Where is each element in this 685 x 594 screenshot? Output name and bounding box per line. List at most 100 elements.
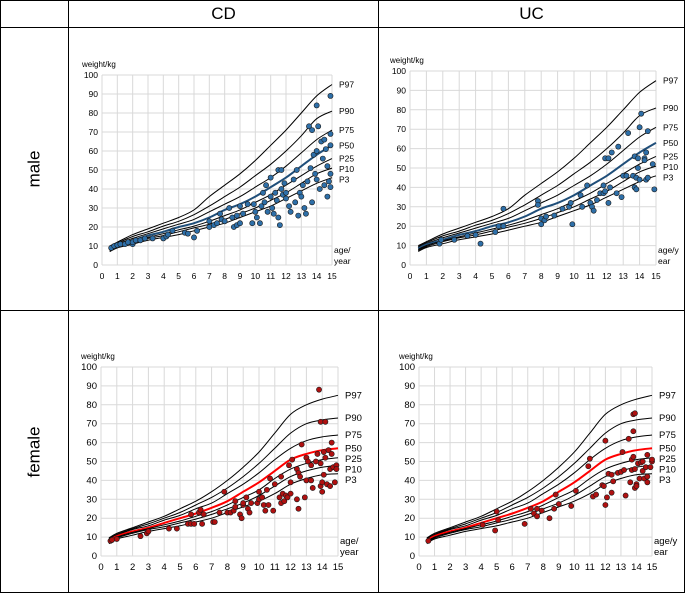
x-tick-label: 14 <box>317 562 328 573</box>
data-point <box>261 199 268 206</box>
y-tick-label: 90 <box>89 89 99 99</box>
data-point <box>317 460 324 467</box>
data-point <box>651 186 658 193</box>
x-tick-label: 5 <box>177 562 182 573</box>
data-point <box>264 208 271 215</box>
data-point <box>286 462 292 469</box>
percentile-label-p3: P3 <box>663 172 674 182</box>
data-point <box>253 214 260 221</box>
chart-svg: 0 1 2 3 4 5 6 7 8 9 10 11 12 13 14 15010203040506070809… <box>398 352 677 573</box>
y-tick-label: 80 <box>89 108 99 118</box>
x-tick-label: 3 <box>457 271 462 281</box>
x-tick-label: 10 <box>569 271 579 281</box>
data-point <box>303 210 309 217</box>
data-point <box>321 182 328 189</box>
data-point <box>306 123 312 130</box>
percentile-curve-p50 <box>417 141 657 250</box>
data-point <box>263 182 269 189</box>
data-point <box>259 494 266 501</box>
data-point <box>535 201 541 208</box>
data-point <box>310 151 317 158</box>
percentile-label-p75: P75 <box>339 125 354 135</box>
data-point <box>293 167 300 173</box>
data-point <box>191 520 198 527</box>
data-point <box>322 454 329 461</box>
y-tick-label: 70 <box>404 419 415 430</box>
data-point <box>579 203 586 210</box>
data-point <box>618 194 625 200</box>
x-axis-label: ear <box>654 547 668 558</box>
percentile-label-p25: P25 <box>663 151 678 161</box>
row-header-female: female <box>0 310 69 593</box>
data-point <box>644 451 651 458</box>
data-point <box>586 455 593 462</box>
x-axis-label: age/ <box>334 245 351 255</box>
percentile-label-p3: P3 <box>339 175 350 185</box>
percentile-label-p90: P90 <box>345 413 362 424</box>
percentile-label-p50: P50 <box>663 138 678 148</box>
y-tick-label: 50 <box>404 457 415 468</box>
data-point <box>327 131 334 137</box>
data-point <box>328 439 335 446</box>
y-tick-label: 90 <box>404 381 415 392</box>
data-point <box>551 505 558 512</box>
data-point <box>290 176 297 183</box>
percentile-label-p50: P50 <box>659 443 676 454</box>
x-tick-label: 13 <box>301 562 312 573</box>
data-point <box>287 479 294 486</box>
y-tick-label: 60 <box>86 438 97 449</box>
data-point <box>265 502 272 508</box>
percentile-label-p10: P10 <box>345 464 362 475</box>
x-tick-label: 10 <box>254 562 265 573</box>
y-axis-label: weight/kg <box>398 352 433 361</box>
data-point <box>258 203 265 209</box>
data-point <box>276 494 283 501</box>
data-point <box>635 165 641 171</box>
y-tick-label: 100 <box>81 362 97 373</box>
x-tick-label: 13 <box>618 271 628 281</box>
data-point <box>321 136 328 143</box>
data-point <box>555 501 562 507</box>
x-tick-label: 5 <box>494 562 499 573</box>
y-tick-label: 40 <box>86 475 97 486</box>
percentile-curve-p25 <box>108 457 339 543</box>
data-point <box>262 507 269 514</box>
percentile-curve-p75 <box>109 129 333 249</box>
x-tick-label: 4 <box>473 271 478 281</box>
x-tick-label: 5 <box>490 271 495 281</box>
data-point <box>325 447 332 454</box>
data-point <box>283 195 289 202</box>
data-point <box>600 182 607 189</box>
x-axis-label: ear <box>658 256 670 266</box>
data-point <box>313 176 320 183</box>
data-point <box>287 490 294 497</box>
y-tick-label: 10 <box>404 532 415 543</box>
data-point <box>214 220 220 227</box>
data-point <box>572 487 579 494</box>
data-point <box>495 223 502 230</box>
data-point <box>607 184 613 191</box>
data-point <box>267 174 274 181</box>
x-tick-label: 1 <box>432 562 437 573</box>
column-header-label: CD <box>211 4 236 23</box>
data-point <box>477 240 484 247</box>
row-header-male: male <box>0 27 69 311</box>
percentile-curve-p90 <box>108 417 339 540</box>
y-tick-label: 80 <box>86 400 97 411</box>
data-point <box>169 227 176 234</box>
data-point <box>425 537 432 544</box>
data-point <box>608 471 615 478</box>
data-point <box>610 478 617 485</box>
data-point <box>585 463 592 470</box>
y-tick-label: 50 <box>86 457 97 468</box>
data-point <box>649 456 655 463</box>
y-tick-label: 40 <box>404 475 415 486</box>
x-tick-label: 12 <box>602 271 612 281</box>
data-point <box>319 479 326 486</box>
x-tick-label: 0 <box>416 562 421 573</box>
percentile-curve-p97 <box>108 394 339 539</box>
data-point <box>199 520 206 527</box>
chart-svg: 0 1 2 3 4 5 6 7 8 9 10 11 12 13 14 15010203040506070809… <box>389 56 680 281</box>
x-tick-label: 4 <box>162 562 167 573</box>
data-point <box>602 502 609 508</box>
